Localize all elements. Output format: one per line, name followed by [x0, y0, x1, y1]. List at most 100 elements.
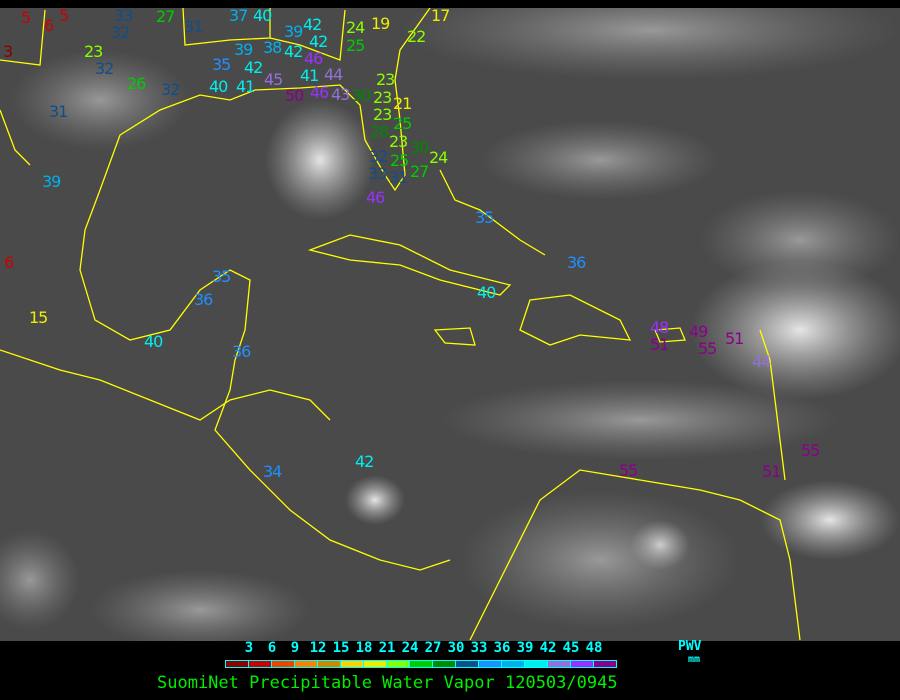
station-pwv-value: 36	[567, 253, 586, 272]
legend-tick: 30	[447, 640, 465, 656]
station-pwv-value: 55	[698, 339, 717, 358]
legend-tick: 15	[332, 640, 350, 656]
legend-swatch	[594, 661, 616, 667]
station-pwv-value: 38	[263, 38, 282, 57]
legend-tick: 3	[244, 640, 254, 656]
station-pwv-value: 41	[300, 66, 319, 85]
legend-swatch	[410, 661, 433, 667]
station-pwv-value: 42	[303, 15, 322, 34]
station-pwv-value: 35	[212, 55, 231, 74]
legend-tick: 9	[290, 640, 300, 656]
cloud-cover	[0, 8, 900, 641]
station-pwv-value: 34	[263, 462, 282, 481]
station-pwv-value: 25	[393, 114, 412, 133]
station-pwv-value: 28	[370, 122, 389, 141]
station-pwv-value: 42	[284, 42, 303, 61]
station-pwv-value: 40	[144, 332, 163, 351]
station-pwv-value: 23	[84, 42, 103, 61]
station-pwv-value: 42	[309, 32, 328, 51]
station-pwv-value: 36	[232, 342, 251, 361]
legend-tick: 42	[539, 640, 557, 656]
station-pwv-value: 44	[752, 352, 771, 371]
station-pwv-value: 19	[371, 14, 390, 33]
station-pwv-value: 48	[650, 318, 669, 337]
legend-swatch	[433, 661, 456, 667]
station-pwv-value: 55	[619, 461, 638, 480]
station-pwv-value: 42	[355, 452, 374, 471]
coastlines	[0, 8, 801, 641]
station-pwv-value: 24	[429, 148, 448, 167]
station-pwv-value: 46	[310, 83, 329, 102]
station-pwv-value: 23	[389, 132, 408, 151]
legend-swatch	[502, 661, 525, 667]
legend-tick: 39	[516, 640, 534, 656]
station-pwv-value: 15	[29, 308, 48, 327]
station-pwv-value: 27	[410, 162, 429, 181]
map-graphics	[0, 8, 900, 641]
station-pwv-value: 50	[285, 86, 304, 105]
station-pwv-value: 51	[725, 329, 744, 348]
station-pwv-value: 32	[161, 80, 180, 99]
legend-tick: 18	[355, 640, 373, 656]
station-pwv-value: 26	[127, 74, 146, 93]
legend-swatch	[479, 661, 502, 667]
station-pwv-value: 21	[393, 94, 412, 113]
station-pwv-value: 25	[390, 151, 409, 170]
station-pwv-value: 25	[346, 36, 365, 55]
station-pwv-value: 31	[49, 102, 68, 121]
station-pwv-value: 37	[229, 8, 248, 25]
legend-swatch	[548, 661, 571, 667]
station-pwv-value: 5	[21, 8, 31, 27]
station-pwv-value: 36	[194, 290, 213, 309]
station-pwv-value: 33	[114, 8, 133, 25]
legend-tick: 36	[493, 640, 511, 656]
legend-tick: 27	[424, 640, 442, 656]
legend-swatch	[318, 661, 341, 667]
legend-swatch	[456, 661, 479, 667]
legend-tick: 45	[562, 640, 580, 656]
station-pwv-value: 44	[324, 65, 343, 84]
station-pwv-value: 31	[389, 168, 408, 187]
legend-tick: 6	[267, 640, 277, 656]
legend-tick: 21	[378, 640, 396, 656]
legend-unit-mm: mm	[688, 654, 701, 665]
station-pwv-value: 35	[475, 208, 494, 227]
legend-swatch	[571, 661, 594, 667]
station-pwv-value: 30	[410, 138, 429, 157]
legend-tick: 24	[401, 640, 419, 656]
station-pwv-value: 49	[689, 322, 708, 341]
legend-unit-label: PWV	[678, 639, 702, 654]
legend-swatch	[249, 661, 272, 667]
station-pwv-value: 39	[284, 22, 303, 41]
station-pwv-value: 3	[3, 42, 13, 61]
station-pwv-value: 32	[111, 23, 130, 42]
station-pwv-value: 6	[44, 16, 54, 35]
legend-swatch	[341, 661, 364, 667]
station-pwv-value: 24	[346, 18, 365, 37]
station-pwv-value: 30	[352, 86, 371, 105]
station-pwv-value: 42	[244, 58, 263, 77]
station-pwv-value: 51	[650, 335, 669, 354]
station-pwv-value: 40	[209, 77, 228, 96]
legend-color-bar	[225, 660, 617, 668]
station-pwv-value: 33	[368, 164, 387, 183]
station-pwv-value: 27	[156, 8, 175, 26]
station-pwv-value: 6	[4, 253, 14, 272]
station-pwv-value: 41	[236, 77, 255, 96]
station-pwv-value: 40	[253, 8, 272, 25]
station-pwv-value: 40	[477, 283, 496, 302]
station-pwv-value: 32	[369, 147, 388, 166]
station-pwv-value: 17	[431, 8, 450, 25]
station-pwv-value: 5	[59, 8, 69, 25]
legend-tick: 12	[309, 640, 327, 656]
legend-tick-labels: 3 6 9 12 15 18 21 24 27 30 33 36 39 42 45 48	[226, 640, 676, 656]
legend-swatch	[295, 661, 318, 667]
station-pwv-value: 51	[762, 462, 781, 481]
legend-tick: 33	[470, 640, 488, 656]
station-pwv-value: 23	[373, 88, 392, 107]
station-pwv-value: 32	[95, 59, 114, 78]
station-pwv-value: 39	[42, 172, 61, 191]
legend-swatch	[525, 661, 548, 667]
legend-swatch	[387, 661, 410, 667]
station-pwv-value: 46	[366, 188, 385, 207]
